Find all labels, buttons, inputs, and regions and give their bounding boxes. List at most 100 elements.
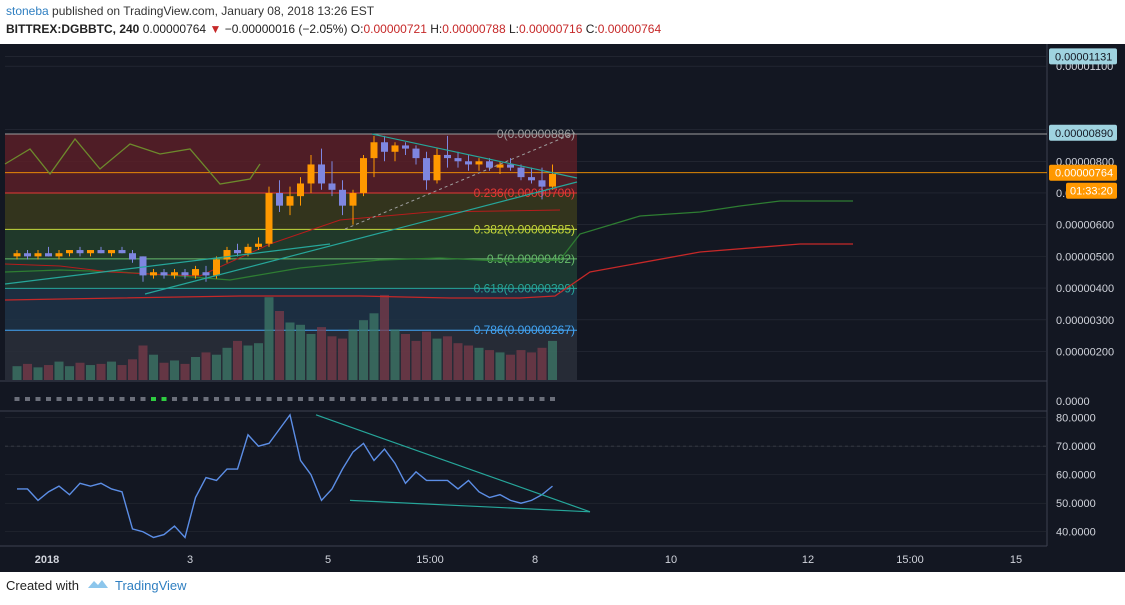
volume-bar	[180, 363, 190, 380]
volume-bar	[65, 366, 74, 380]
candle-body	[465, 161, 472, 165]
candle-body	[244, 246, 252, 254]
candle-body	[496, 164, 504, 168]
volume-bar	[275, 311, 284, 380]
indicator-dot	[340, 397, 345, 401]
tradingview-link[interactable]: TradingView	[114, 578, 187, 593]
tradingview-logo-icon[interactable]	[87, 578, 109, 593]
close-value: 0.00000764	[597, 22, 662, 36]
volume-bar	[44, 365, 53, 380]
candle-body	[150, 272, 157, 276]
price-badge	[1049, 124, 1117, 141]
candle-body	[118, 250, 126, 254]
indicator-dot	[224, 397, 230, 401]
time-axis[interactable]: 2018 3 5 15:00 8 10 12 15:00 15	[0, 545, 1047, 566]
price-axis[interactable]: 0.000011310.000011000.000009000.00000800…	[1049, 48, 1117, 539]
indicator-dot	[319, 397, 324, 401]
indicator-dot	[508, 397, 513, 401]
volume-bar	[138, 345, 148, 380]
indicator-dot	[392, 397, 398, 401]
chart-canvas[interactable]: 0(0.00000886) 0.236(0.00000700) 0.382(0.00…	[0, 44, 1125, 572]
candle-body	[412, 148, 420, 159]
candle-body	[160, 272, 168, 276]
trendline	[371, 133, 578, 179]
price-tick-label: 0.00000200	[1056, 346, 1114, 358]
author-link[interactable]: stoneba	[6, 4, 49, 18]
last-price: 0.00000764	[142, 22, 207, 36]
indicator-dot	[413, 397, 419, 401]
candle-body	[339, 189, 346, 206]
volume-bar	[86, 365, 95, 380]
volume-bar	[296, 324, 305, 380]
footer: Created with TradingView	[6, 578, 187, 593]
time-tick-label: 15	[1010, 554, 1022, 566]
indicator-dot	[361, 397, 366, 401]
volume-bar	[485, 350, 494, 380]
candle-body	[139, 256, 147, 276]
indicator-dot	[382, 397, 387, 401]
rsi-line	[17, 413, 553, 539]
rsi-pane[interactable]	[5, 413, 1047, 539]
fib-zone	[5, 258, 577, 289]
down-arrow-icon: ▼	[209, 22, 222, 36]
volume-bar	[327, 336, 337, 380]
candle-body	[34, 253, 42, 257]
candle-body	[360, 158, 367, 193]
indicator-dot	[371, 397, 377, 401]
fib-level-label: 0.5(0.00000492)	[487, 252, 575, 266]
indicator-dot	[77, 397, 83, 401]
candle-body	[517, 167, 525, 178]
candle-body	[528, 177, 535, 181]
price-pane[interactable]: 0(0.00000886) 0.236(0.00000700) 0.382(0.00…	[0, 44, 1048, 546]
volume-bar	[537, 347, 547, 380]
volume-bar	[527, 352, 536, 380]
candle-body	[223, 250, 231, 260]
candle-body	[454, 158, 462, 162]
price-change: −0.00000016 (−2.05%)	[224, 22, 348, 36]
volume-bar	[506, 354, 515, 380]
volume-bar	[474, 347, 484, 380]
low-value: 0.00000716	[518, 22, 583, 36]
candle-body	[276, 192, 283, 206]
volume-bar	[495, 352, 505, 380]
candle-body	[402, 145, 409, 149]
indicator-dot	[109, 397, 114, 401]
open-value: 0.00000721	[363, 22, 427, 36]
candle-body	[391, 145, 399, 152]
indicator-dot	[151, 397, 156, 401]
volume-bar	[464, 345, 473, 380]
indicator-dot	[119, 397, 125, 401]
volume-bar	[390, 329, 400, 380]
candle-body	[13, 253, 21, 257]
indicator-dot	[287, 397, 293, 401]
price-badge-label: 0.00001131	[1055, 51, 1112, 63]
volume-bar	[201, 352, 211, 380]
trendline	[144, 181, 578, 295]
fib-zone	[5, 229, 577, 259]
indicator-dot	[161, 397, 167, 401]
candle-body	[265, 192, 273, 244]
time-tick-label: 12	[802, 554, 814, 566]
volume-bar	[338, 338, 347, 380]
indicator-dot	[476, 397, 482, 401]
candle-body	[181, 272, 189, 276]
price-badge-label: 0.00000764	[1055, 168, 1113, 180]
time-tick-label: 15:00	[416, 554, 444, 566]
symbol-name[interactable]: BITTREX:DGBBTC, 240	[6, 22, 140, 36]
candle-body	[538, 180, 546, 187]
indicator-pane[interactable]	[14, 397, 556, 401]
volume-bar	[548, 340, 557, 380]
candle-body	[24, 253, 31, 257]
publish-info: stoneba published on TradingView.com, Ja…	[6, 4, 374, 18]
candle-body	[234, 250, 241, 254]
indicator-dot	[529, 397, 534, 401]
open-label: O:	[350, 22, 364, 36]
candle-body	[55, 253, 63, 257]
indicator-dot	[130, 397, 135, 401]
indicator-dot	[434, 397, 440, 401]
candle-body	[213, 259, 220, 276]
indicator-dot	[172, 397, 177, 401]
rsi-trendline	[349, 499, 591, 513]
candle-body	[507, 164, 514, 168]
price-badge	[1049, 48, 1117, 65]
